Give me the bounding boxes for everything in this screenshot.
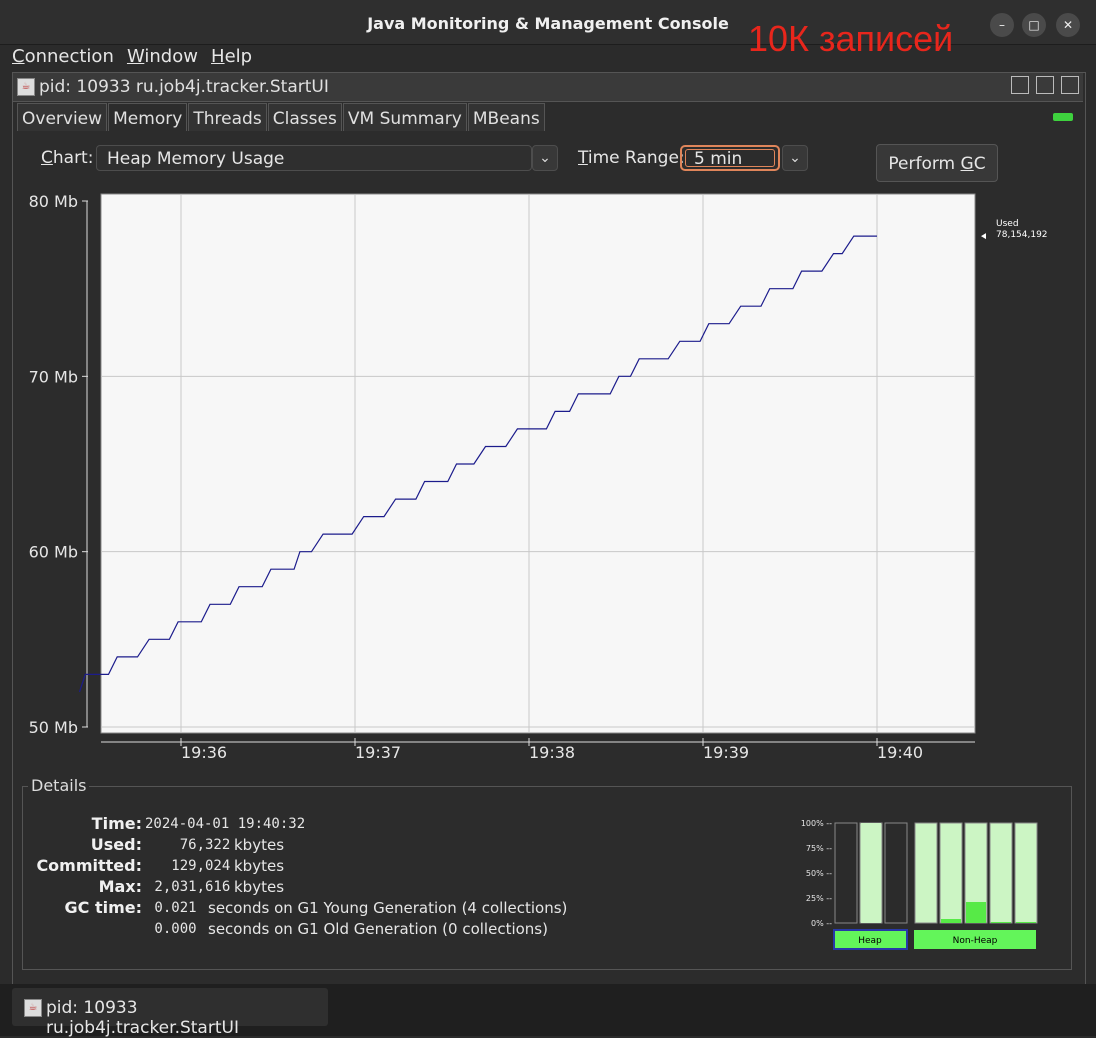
menu-help[interactable]: Help bbox=[211, 46, 253, 67]
frame-maximize-button[interactable] bbox=[1035, 76, 1054, 94]
taskbar-item[interactable]: ☕ pid: 10933 ru.job4j.tracker.StartUI bbox=[12, 988, 328, 1038]
frame-minimize-button[interactable] bbox=[1010, 76, 1029, 94]
pool-bar bbox=[989, 822, 1013, 924]
detail-text: kbytes bbox=[234, 878, 285, 896]
maximize-icon: □ bbox=[1028, 18, 1040, 32]
taskbar: ☕ pid: 10933 ru.job4j.tracker.StartUI bbox=[0, 984, 1096, 1038]
detail-value: 0.000 bbox=[146, 921, 197, 937]
x-tick-label: 19:39 bbox=[703, 743, 749, 762]
overlay-caption: 10К записей bbox=[748, 18, 954, 59]
close-icon: ✕ bbox=[1062, 18, 1074, 32]
tab-mbeans[interactable]: MBeans bbox=[467, 103, 545, 131]
detail-text: seconds on G1 Young Generation (4 collec… bbox=[208, 899, 568, 917]
frame-close-button[interactable] bbox=[1061, 76, 1079, 94]
legend-marker bbox=[981, 233, 986, 240]
time-range-label: Time Range: bbox=[578, 148, 685, 168]
memory-pools-chart: 100% -- 75% -- 50% -- 25% -- 0% -- Heap Non-He… bbox=[801, 819, 1038, 950]
minimize-button[interactable]: – bbox=[990, 13, 1014, 37]
chevron-down-icon: ⌄ bbox=[789, 150, 801, 166]
pool-bar-fill bbox=[991, 922, 1011, 923]
taskbar-item-label: pid: 10933 ru.job4j.tracker.StartUI bbox=[46, 998, 239, 1038]
detail-text: kbytes bbox=[234, 836, 285, 854]
java-icon: ☕ bbox=[17, 78, 35, 96]
details-panel bbox=[22, 786, 1072, 970]
pool-y-tick-label: 100% -- bbox=[801, 819, 832, 828]
heap-memory-chart: 50 Mb 60 Mb 70 Mb 80 Mb 19:36 19:37 19:38 19:39… bbox=[29, 192, 1048, 762]
tab-bar: Overview Memory Threads Classes VM Summa… bbox=[17, 103, 545, 131]
menu-window[interactable]: Window bbox=[126, 46, 198, 67]
nonheap-label: Non-Heap bbox=[953, 936, 998, 946]
x-tick-label: 19:36 bbox=[181, 743, 227, 762]
pool-bar-fill bbox=[1016, 922, 1036, 923]
y-tick-label: 70 Mb bbox=[29, 367, 78, 386]
tab-threads[interactable]: Threads bbox=[188, 103, 267, 131]
detail-label: Time: bbox=[91, 814, 142, 833]
internal-frame-title: pid: 10933 ru.job4j.tracker.StartUI bbox=[39, 77, 329, 97]
menu-bar: Connection Window Help bbox=[12, 46, 1084, 72]
pool-y-tick-label: 75% -- bbox=[806, 844, 832, 853]
chart-label: Chart: bbox=[41, 148, 94, 168]
pool-bar bbox=[914, 822, 938, 924]
tab-overview[interactable]: Overview bbox=[17, 103, 108, 131]
detail-label: GC time: bbox=[64, 898, 143, 917]
y-tick-label: 50 Mb bbox=[29, 718, 78, 737]
maximize-button[interactable]: □ bbox=[1022, 13, 1046, 37]
detail-value: 76,322 bbox=[146, 837, 231, 853]
chevron-down-icon: ⌄ bbox=[539, 150, 551, 166]
pool-bar-fill bbox=[966, 902, 986, 923]
window-title: Java Monitoring & Management Console bbox=[367, 14, 729, 33]
pool-bar bbox=[834, 822, 858, 924]
tab-vm-summary[interactable]: VM Summary bbox=[342, 103, 467, 131]
detail-value: 2024-04-01 19:40:32 bbox=[145, 816, 306, 832]
detail-value: 129,024 bbox=[146, 858, 231, 874]
pool-y-tick-label: 50% -- bbox=[806, 869, 832, 878]
y-tick-label: 60 Mb bbox=[29, 543, 78, 562]
x-tick-label: 19:40 bbox=[877, 743, 923, 762]
legend-value: 78,154,192 bbox=[996, 230, 1048, 240]
series-line-used bbox=[78, 235, 877, 693]
minimize-icon: – bbox=[999, 18, 1005, 32]
chart-select[interactable]: Heap Memory Usage bbox=[96, 145, 532, 171]
pool-bar-fill bbox=[861, 823, 881, 923]
detail-label: Used: bbox=[90, 835, 142, 854]
time-range-dropdown[interactable]: ⌄ bbox=[782, 145, 808, 171]
detail-label: Committed: bbox=[36, 856, 142, 875]
y-tick-label: 80 Mb bbox=[29, 192, 78, 211]
legend-label: Used bbox=[996, 219, 1019, 229]
time-range-select[interactable]: 5 min bbox=[680, 145, 780, 171]
pool-bar bbox=[939, 822, 963, 924]
menu-connection[interactable]: Connection bbox=[12, 46, 114, 67]
detail-text: kbytes bbox=[234, 857, 285, 875]
tab-classes[interactable]: Classes bbox=[267, 103, 342, 131]
x-tick-label: 19:38 bbox=[529, 743, 575, 762]
chart-select-dropdown[interactable]: ⌄ bbox=[532, 145, 558, 171]
detail-value: 2,031,616 bbox=[146, 879, 231, 895]
heap-label: Heap bbox=[858, 936, 882, 946]
internal-frame-titlebar[interactable]: ☕ pid: 10933 ru.job4j.tracker.StartUI bbox=[13, 73, 1083, 102]
detail-label: Max: bbox=[98, 877, 142, 896]
pool-bar bbox=[884, 822, 908, 924]
tab-memory[interactable]: Memory bbox=[108, 103, 188, 131]
pool-bar-fill bbox=[941, 919, 961, 923]
window-titlebar: Java Monitoring & Management Console 10К… bbox=[0, 0, 1096, 59]
plot-area bbox=[100, 193, 976, 734]
pool-y-tick-label: 25% -- bbox=[806, 894, 832, 903]
heap-label-box bbox=[833, 929, 908, 950]
pool-y-tick-label: 0% -- bbox=[811, 919, 832, 928]
perform-gc-button[interactable]: Perform GC bbox=[876, 144, 998, 182]
pool-bar bbox=[1014, 822, 1038, 924]
nonheap-label-box bbox=[914, 930, 1036, 949]
detail-text: seconds on G1 Old Generation (0 collecti… bbox=[208, 920, 548, 938]
close-button[interactable]: ✕ bbox=[1056, 13, 1080, 37]
java-icon: ☕ bbox=[24, 999, 42, 1017]
connection-status-icon bbox=[1053, 113, 1073, 121]
detail-value: 0.021 bbox=[146, 900, 197, 916]
details-legend: Details bbox=[28, 776, 90, 795]
x-tick-label: 19:37 bbox=[355, 743, 401, 762]
